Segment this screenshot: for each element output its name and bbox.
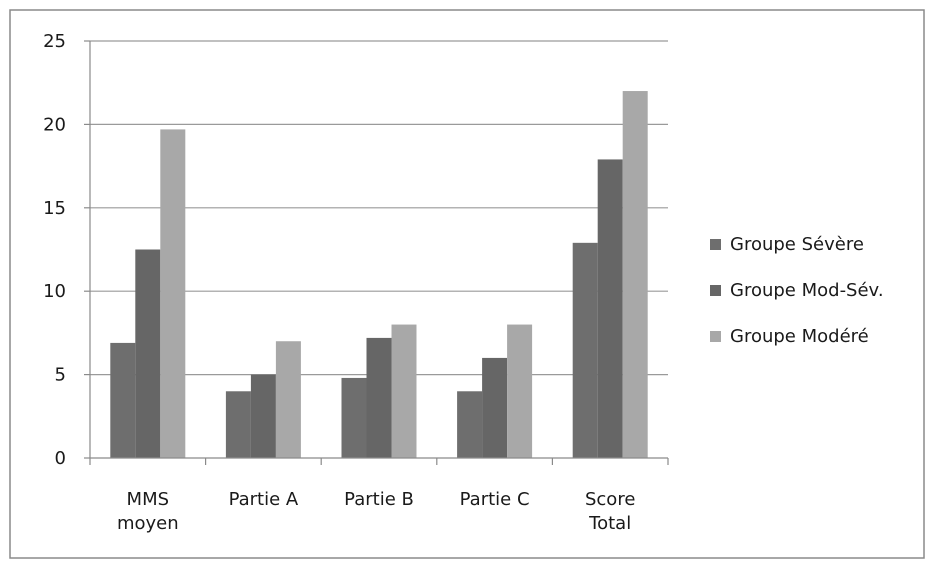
bar bbox=[507, 324, 533, 458]
bars bbox=[110, 91, 648, 459]
x-category-label: Partie C bbox=[460, 489, 530, 510]
x-category-label: Score Total bbox=[585, 489, 635, 534]
x-category-label-line: moyen bbox=[117, 513, 179, 534]
x-category-label: Partie A bbox=[229, 489, 299, 510]
bar bbox=[597, 159, 623, 459]
bar bbox=[482, 357, 508, 458]
bar bbox=[341, 377, 367, 458]
gridlines bbox=[90, 40, 668, 376]
legend-label: Groupe Sévère bbox=[730, 234, 864, 255]
legend-swatch bbox=[710, 239, 721, 250]
bar bbox=[622, 91, 648, 458]
x-category-label-line: Partie B bbox=[344, 489, 414, 510]
legend-label: Groupe Mod-Sév. bbox=[730, 280, 884, 301]
axis-labels: 0 5 10 15 20 25 MMS moyen Partie A Partie B Partie… bbox=[43, 31, 635, 534]
bar bbox=[225, 391, 251, 458]
y-tick-label: 0 bbox=[55, 448, 66, 469]
legend-label: Groupe Modéré bbox=[730, 326, 869, 347]
bar bbox=[110, 342, 136, 458]
legend-swatch bbox=[710, 331, 721, 342]
y-tick-label: 15 bbox=[43, 198, 66, 219]
y-tick-label: 10 bbox=[43, 281, 66, 302]
x-category-label-line: Total bbox=[588, 513, 631, 534]
x-category-label: MMS moyen bbox=[117, 489, 179, 534]
chart-frame bbox=[9, 9, 925, 559]
x-category-label: Partie B bbox=[344, 489, 414, 510]
x-category-label-line: Partie A bbox=[229, 489, 299, 510]
legend: Groupe Sévère Groupe Mod-Sév. Groupe Modér… bbox=[710, 234, 884, 347]
bar bbox=[366, 337, 392, 458]
y-tick-label: 25 bbox=[43, 31, 66, 52]
x-category-label-line: Partie C bbox=[460, 489, 530, 510]
axes bbox=[84, 40, 669, 465]
bar bbox=[135, 249, 161, 458]
y-tick-label: 20 bbox=[43, 114, 66, 135]
bar bbox=[275, 341, 301, 458]
bar bbox=[572, 242, 598, 458]
x-category-label-line: MMS bbox=[127, 489, 170, 510]
y-tick-label: 5 bbox=[55, 365, 66, 386]
bar bbox=[391, 324, 417, 458]
x-category-label-line: Score bbox=[585, 489, 635, 510]
bar bbox=[457, 391, 483, 458]
bar bbox=[160, 129, 186, 459]
legend-swatch bbox=[710, 285, 721, 296]
bar bbox=[250, 374, 276, 458]
